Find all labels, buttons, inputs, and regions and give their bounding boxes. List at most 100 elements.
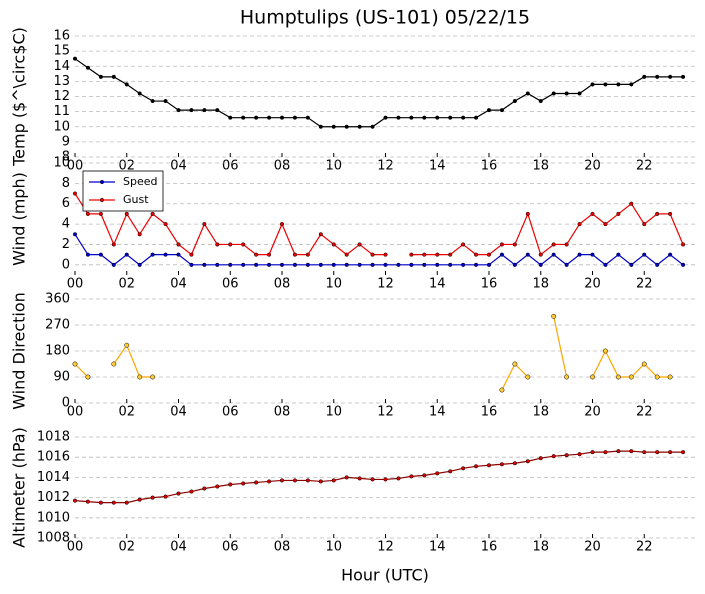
data-point xyxy=(629,201,634,206)
data-point xyxy=(668,211,673,216)
x-tick-label: 14 xyxy=(429,405,446,420)
y-tick-label: 1008 xyxy=(37,531,70,546)
data-point xyxy=(642,450,647,455)
data-point xyxy=(72,191,78,196)
data-point xyxy=(267,479,272,484)
data-point xyxy=(681,74,686,79)
data-point xyxy=(525,374,531,380)
data-point xyxy=(215,242,220,247)
data-point xyxy=(590,374,595,380)
data-point xyxy=(435,262,440,267)
data-point xyxy=(499,252,504,257)
data-point xyxy=(370,477,375,482)
data-point xyxy=(202,486,207,491)
data-point xyxy=(176,242,181,247)
data-point xyxy=(137,91,142,96)
data-point xyxy=(629,449,634,454)
data-point xyxy=(370,252,375,257)
data-point xyxy=(254,262,259,267)
x-tick-label: 14 xyxy=(429,159,446,174)
y-tick-label: 1010 xyxy=(37,510,70,525)
data-point xyxy=(254,480,259,485)
data-point xyxy=(111,262,116,267)
data-point xyxy=(409,252,414,257)
legend-label: Speed xyxy=(123,175,157,188)
data-point xyxy=(111,242,116,247)
data-point xyxy=(499,242,504,247)
data-point xyxy=(72,361,78,367)
y-tick-label: 14 xyxy=(53,59,70,74)
data-point xyxy=(538,262,543,267)
data-point xyxy=(681,262,686,267)
y-tick-label: 1016 xyxy=(37,450,70,465)
data-point xyxy=(409,115,414,120)
data-point xyxy=(305,252,310,257)
data-point xyxy=(655,74,660,79)
legend-label: Gust xyxy=(123,193,149,206)
data-point xyxy=(318,262,323,267)
x-tick-label: 00 xyxy=(67,405,84,420)
data-point xyxy=(681,242,686,247)
data-point xyxy=(163,222,168,227)
y-tick-label: 11 xyxy=(53,104,70,119)
data-point xyxy=(305,115,310,120)
data-point xyxy=(137,232,142,237)
x-tick-label: 22 xyxy=(636,540,653,555)
data-point xyxy=(267,262,272,267)
data-point xyxy=(150,252,155,257)
data-point xyxy=(486,463,492,468)
data-point xyxy=(486,262,492,267)
data-point xyxy=(448,252,453,257)
data-point xyxy=(241,262,246,267)
data-point xyxy=(357,476,362,481)
data-point xyxy=(279,222,285,227)
data-point xyxy=(474,262,479,267)
data-point xyxy=(357,124,362,129)
data-point xyxy=(435,252,440,257)
series-line xyxy=(74,450,684,504)
data-point xyxy=(163,98,168,104)
data-point xyxy=(396,115,401,120)
data-point xyxy=(85,211,90,216)
y-axis-label: Wind Direction xyxy=(10,292,29,410)
data-point xyxy=(202,108,207,113)
data-point xyxy=(215,262,220,267)
data-point xyxy=(137,262,142,267)
data-point xyxy=(512,361,518,367)
data-point xyxy=(551,252,556,257)
x-axis-label: Hour (UTC) xyxy=(341,566,429,585)
data-point xyxy=(590,82,595,87)
data-point xyxy=(655,211,660,216)
data-point xyxy=(331,478,336,483)
data-point xyxy=(486,252,492,257)
data-point xyxy=(279,115,285,120)
y-tick-label: 12 xyxy=(53,89,70,104)
data-point xyxy=(383,262,388,267)
x-tick-label: 02 xyxy=(118,405,135,420)
x-tick-label: 20 xyxy=(584,277,601,292)
y-axis-label: Temp ($^\circ$C) xyxy=(10,27,29,167)
data-point xyxy=(577,252,582,257)
data-point xyxy=(577,91,582,96)
x-tick-label: 04 xyxy=(170,405,187,420)
data-point xyxy=(85,499,90,504)
data-point xyxy=(396,476,401,481)
x-tick-label: 06 xyxy=(222,405,239,420)
data-point xyxy=(525,91,530,96)
data-point xyxy=(124,252,129,257)
y-tick-label: 15 xyxy=(53,44,70,59)
data-point xyxy=(331,242,336,247)
data-point xyxy=(409,474,414,479)
x-tick-label: 16 xyxy=(481,159,498,174)
x-tick-label: 18 xyxy=(532,405,549,420)
series-line xyxy=(74,58,684,128)
y-tick-label: 1012 xyxy=(37,490,70,505)
data-point xyxy=(254,252,259,257)
data-point xyxy=(176,491,181,496)
data-point xyxy=(641,361,647,367)
x-tick-label: 00 xyxy=(67,277,84,292)
data-point xyxy=(616,211,621,216)
x-tick-label: 08 xyxy=(274,277,291,292)
data-point xyxy=(616,449,621,454)
data-point xyxy=(422,262,427,267)
